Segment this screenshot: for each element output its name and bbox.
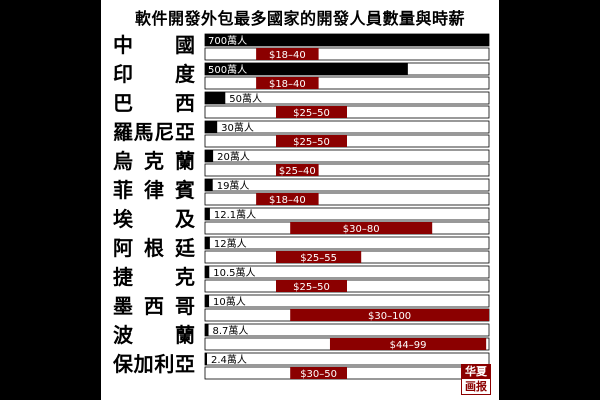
wage-label: $18–40: [269, 79, 306, 90]
population-bar: [205, 63, 408, 75]
population-label: 50萬人: [229, 92, 262, 105]
wage-label: $25–50: [293, 282, 330, 293]
population-bar: [205, 353, 207, 365]
wage-track: [204, 192, 490, 206]
country-label: 巴 西: [113, 91, 195, 115]
wage-range-bar: [276, 106, 347, 118]
population-label: 10萬人: [213, 295, 246, 308]
chart-panel: 軟件開發外包最多國家的開發人員數量與時薪 中 國 700萬人 $18–40 印 度 50…: [101, 0, 499, 400]
population-bar: [205, 92, 226, 104]
wage-label: $18–40: [269, 50, 306, 61]
logo-line-1: 华夏: [462, 365, 490, 379]
country-label: 羅馬尼亞: [113, 120, 195, 144]
wage-range-bar: [256, 48, 319, 60]
population-label: 30萬人: [221, 121, 254, 134]
population-bar: [205, 324, 209, 336]
country-label: 印 度: [113, 62, 196, 86]
population-bar: [205, 150, 214, 162]
population-bar: [205, 208, 210, 220]
wage-range-bar: [276, 135, 347, 147]
population-track: [204, 352, 490, 366]
population-label: 12.1萬人: [214, 208, 256, 221]
wage-track: [204, 163, 490, 177]
country-label: 波 蘭: [113, 323, 195, 347]
chart-title: 軟件開發外包最多國家的開發人員數量與時薪: [134, 9, 465, 28]
country-label: 中 國: [113, 33, 195, 57]
population-label: 500萬人: [208, 63, 247, 76]
population-track: [204, 236, 490, 250]
country-label: 墨西哥: [113, 294, 195, 318]
population-bar: [205, 266, 210, 278]
population-label: 19萬人: [217, 179, 250, 192]
population-bar: [205, 237, 210, 249]
wage-label: $30–50: [300, 369, 337, 380]
wage-track: [204, 47, 490, 61]
wage-range-bar: [276, 251, 362, 263]
wage-label: $25–50: [293, 137, 330, 148]
wage-label: $30–80: [343, 224, 380, 235]
wage-range-bar: [329, 338, 487, 350]
population-track: [204, 294, 490, 308]
country-label: 捷 克: [113, 265, 195, 289]
wage-label: $25–55: [300, 253, 337, 264]
wage-range-bar: [276, 164, 319, 176]
country-label: 阿根廷: [113, 236, 196, 260]
wage-label: $18–40: [269, 195, 306, 206]
chart-canvas: 中 國 700萬人 $18–40 印 度 500萬人 $18–40 巴 西 50萬人 $25–5…: [112, 33, 490, 380]
population-bar: [205, 179, 213, 191]
wage-range-bar: [256, 193, 319, 205]
wage-range-bar: [276, 280, 347, 292]
country-label: 烏克蘭: [113, 149, 195, 173]
population-bar: [205, 295, 210, 307]
population-label: 700萬人: [208, 34, 247, 47]
wage-range-bar: [290, 309, 489, 321]
wage-label: $25–50: [293, 108, 330, 119]
wage-label: $25–40: [279, 166, 316, 177]
country-label: 菲律賓: [113, 178, 195, 202]
country-label: 埃 及: [113, 207, 196, 231]
wage-range-bar: [256, 77, 319, 89]
population-label: 8.7萬人: [213, 324, 249, 337]
wage-label: $30–100: [368, 311, 411, 322]
population-label: 2.4萬人: [211, 353, 247, 366]
wage-label: $44–99: [390, 340, 427, 351]
population-label: 20萬人: [217, 150, 250, 163]
publisher-logo: 华夏 画报: [461, 364, 491, 395]
population-label: 10.5萬人: [213, 266, 255, 279]
wage-track: [204, 76, 490, 90]
population-bar: [205, 34, 489, 46]
country-label: 保加利亞: [112, 352, 195, 376]
population-label: 12萬人: [214, 237, 247, 250]
wage-range-bar: [290, 222, 433, 234]
logo-line-2: 画报: [465, 380, 487, 393]
wage-range-bar: [290, 367, 347, 379]
population-bar: [205, 121, 218, 133]
